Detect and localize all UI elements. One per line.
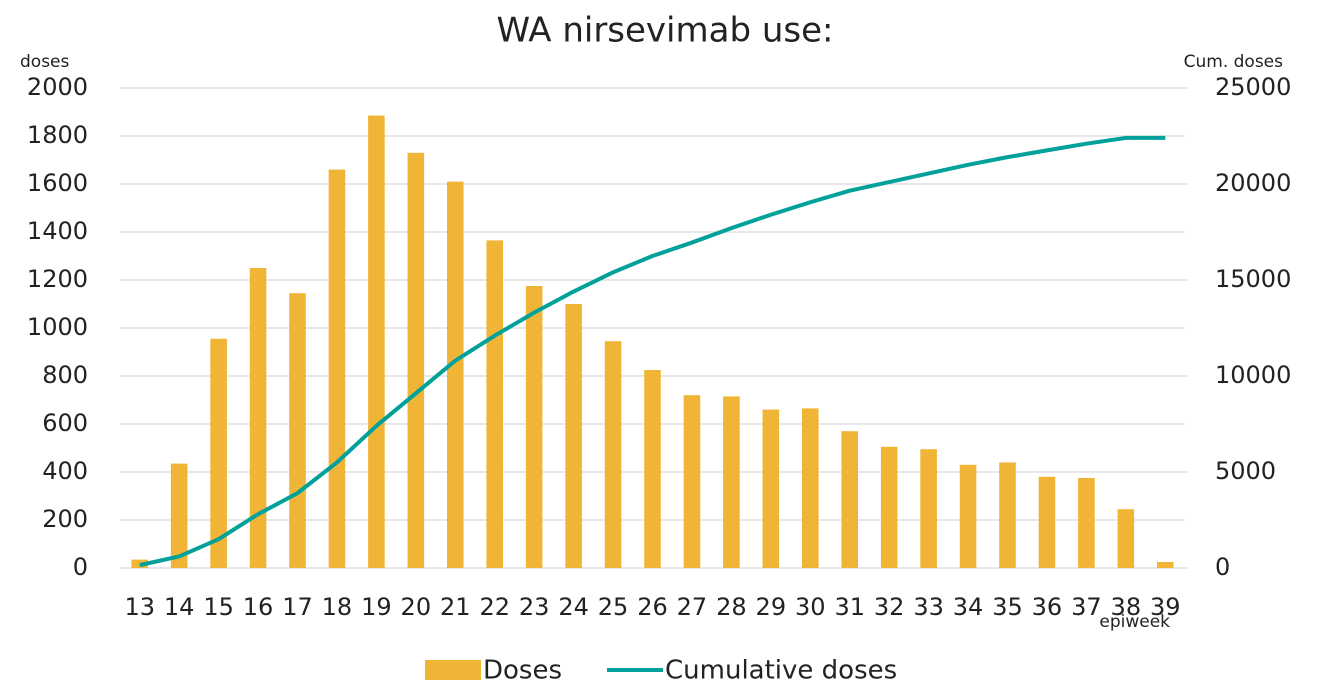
x-tick-label: 24 [558, 593, 589, 621]
y2-tick-label: 25000 [1215, 73, 1291, 101]
bar [1038, 476, 1056, 568]
bar [407, 152, 425, 569]
bar [525, 286, 543, 568]
x-tick-label: 36 [1032, 593, 1063, 621]
x-tick-label: 13 [124, 593, 155, 621]
x-tick-label: 29 [756, 593, 787, 621]
x-tick-label: 28 [716, 593, 747, 621]
y2-tick-label: 20000 [1215, 169, 1291, 197]
bar [683, 395, 701, 568]
bar [999, 462, 1016, 568]
y2-tick-label: 0 [1215, 553, 1230, 581]
y2-tick-label: 15000 [1215, 265, 1291, 293]
x-tick-label: 18 [322, 593, 353, 621]
bar [801, 408, 819, 568]
bar [644, 370, 661, 568]
bar [1156, 562, 1174, 568]
y2-tick-label: 5000 [1215, 457, 1276, 485]
bar [249, 268, 267, 568]
bar [959, 464, 977, 568]
bar [210, 338, 227, 568]
x-tick-label: 30 [795, 593, 826, 621]
x-tick-label: 33 [913, 593, 944, 621]
legend-marker [425, 660, 481, 680]
bar [762, 409, 780, 568]
y2-tick-label: 10000 [1215, 361, 1291, 389]
line [139, 135, 1166, 568]
y-tick-label: 0 [73, 553, 88, 581]
x-tick-label: 23 [519, 593, 550, 621]
y2-axis-label: Cum. doses [1184, 52, 1284, 72]
x-tick-label: 34 [953, 593, 984, 621]
x-tick-label: 26 [637, 593, 668, 621]
bar [446, 181, 464, 568]
x-tick-label: 35 [992, 593, 1023, 621]
bar [170, 463, 188, 568]
y-tick-label: 2000 [27, 73, 88, 101]
bar [328, 169, 346, 568]
legend-label: Cumulative doses [665, 656, 897, 686]
bar [920, 449, 937, 568]
y-tick-label: 600 [42, 409, 88, 437]
bar [880, 446, 898, 568]
x-tick-label: 14 [164, 593, 195, 621]
bar [604, 341, 622, 568]
y-tick-label: 800 [42, 361, 88, 389]
bar [486, 240, 504, 568]
y-axis-label: doses [20, 52, 70, 72]
y-tick-label: 1800 [27, 121, 88, 149]
x-tick-label: 38 [1111, 593, 1142, 621]
y-tick-label: 200 [42, 505, 88, 533]
x-tick-label: 27 [677, 593, 708, 621]
bar [289, 293, 306, 568]
x-tick-label: 16 [243, 593, 274, 621]
y-tick-label: 1600 [27, 169, 88, 197]
x-tick-label: 22 [479, 593, 510, 621]
x-tick-label: 37 [1071, 593, 1102, 621]
x-tick-label: 39 [1150, 593, 1181, 621]
x-tick-label: 25 [598, 593, 629, 621]
x-axis-label: epiweek [1099, 612, 1170, 632]
x-tick-label: 21 [440, 593, 471, 621]
y-tick-label: 400 [42, 457, 88, 485]
x-tick-label: 20 [401, 593, 432, 621]
y-tick-label: 1200 [27, 265, 88, 293]
x-tick-label: 31 [834, 593, 865, 621]
x-tick-label: 15 [203, 593, 234, 621]
chart-title: WA nirsevimab use: [497, 11, 834, 51]
legend-label: Doses [483, 656, 562, 686]
y-tick-label: 1400 [27, 217, 88, 245]
x-tick-label: 32 [874, 593, 905, 621]
bar [368, 115, 385, 568]
bar [841, 431, 859, 568]
y-tick-label: 1000 [27, 313, 88, 341]
bar [1117, 509, 1135, 568]
x-tick-label: 19 [361, 593, 392, 621]
bar [565, 304, 582, 568]
bar [723, 396, 740, 568]
x-tick-label: 17 [282, 593, 313, 621]
bar [1078, 478, 1095, 568]
